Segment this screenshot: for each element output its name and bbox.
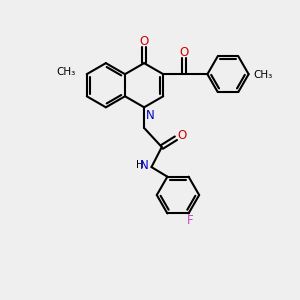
Text: F: F bbox=[187, 214, 194, 227]
Text: CH₃: CH₃ bbox=[253, 70, 272, 80]
Text: N: N bbox=[146, 109, 154, 122]
Text: CH₃: CH₃ bbox=[56, 67, 76, 77]
Text: O: O bbox=[179, 46, 188, 59]
Text: N: N bbox=[140, 159, 148, 172]
Text: O: O bbox=[140, 34, 149, 48]
Text: H: H bbox=[136, 160, 144, 170]
Text: O: O bbox=[177, 129, 186, 142]
